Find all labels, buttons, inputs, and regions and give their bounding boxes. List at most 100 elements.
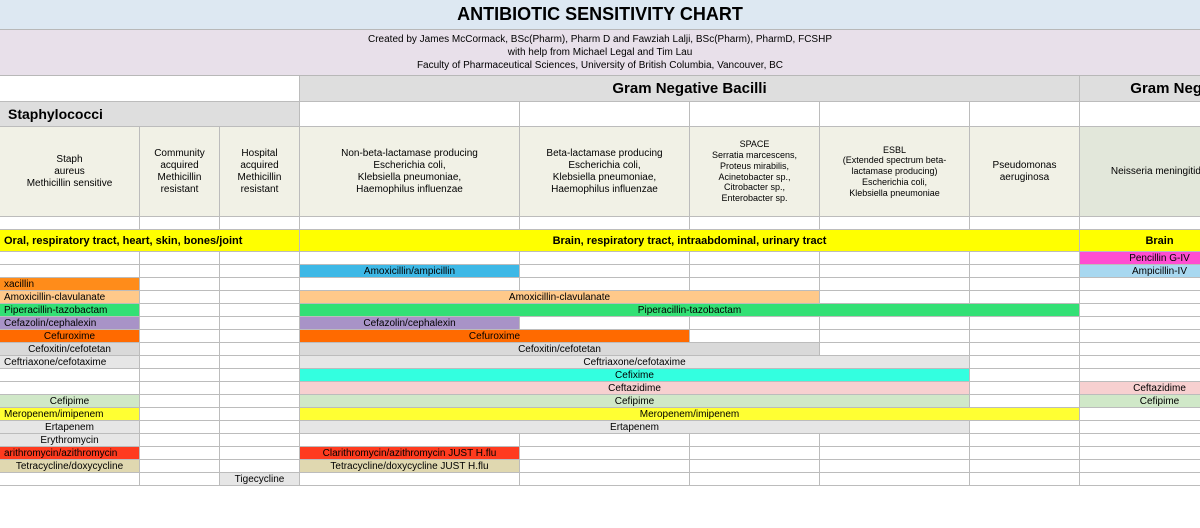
cell [220, 291, 300, 304]
cell [220, 330, 300, 343]
cell [970, 343, 1080, 356]
cell [690, 330, 820, 343]
spacer [300, 217, 520, 230]
cell [220, 343, 300, 356]
cell [1080, 291, 1200, 304]
chart-title: ANTIBIOTIC SENSITIVITY CHART [0, 0, 1200, 30]
colhdr-ca-mrsa: Community acquired Methicillin resistant [140, 127, 220, 217]
cell [1080, 408, 1200, 421]
cell [140, 343, 220, 356]
colhdr-pseudomonas: Pseudomonas aeruginosa [970, 127, 1080, 217]
cell-amox-amp: Amoxicillin/ampicillin [300, 265, 520, 278]
cell [140, 408, 220, 421]
group-header-staph: Staphylococci [0, 102, 300, 127]
cell [0, 252, 140, 265]
spacer [520, 102, 690, 127]
cell [820, 460, 970, 473]
row-cefoxitin: Cefoxitin/cefotetan [0, 343, 140, 356]
cell [220, 356, 300, 369]
cell [220, 408, 300, 421]
cell-tigecycline: Tigecycline [220, 473, 300, 486]
cell [1080, 343, 1200, 356]
cell [140, 395, 220, 408]
cell [970, 460, 1080, 473]
cell [300, 278, 520, 291]
cell [820, 434, 970, 447]
cell [140, 265, 220, 278]
cell [300, 434, 520, 447]
row-xacillin: xacillin [0, 278, 140, 291]
spacer [1080, 102, 1200, 127]
spacer [820, 217, 970, 230]
row-pip-tazo: Piperacillin-tazobactam [0, 304, 140, 317]
spacer [820, 102, 970, 127]
cell [820, 317, 970, 330]
cell [1080, 278, 1200, 291]
cell [220, 252, 300, 265]
row-clari-azith: arithromycin/azithromycin [0, 447, 140, 460]
cell [520, 473, 690, 486]
cell [690, 473, 820, 486]
spacer [690, 217, 820, 230]
cell [220, 369, 300, 382]
cell [140, 421, 220, 434]
row-ceftriax: Ceftriaxone/cefotaxime [0, 356, 140, 369]
cell [220, 395, 300, 408]
row-erythromycin: Erythromycin [0, 434, 140, 447]
cell [300, 473, 520, 486]
cell [220, 434, 300, 447]
cell [690, 317, 820, 330]
cell [970, 291, 1080, 304]
cell [820, 447, 970, 460]
cell-ceftazidime: Ceftazidime [300, 382, 970, 395]
cell [140, 369, 220, 382]
row-cefazolin: Cefazolin/cephalexin [0, 317, 140, 330]
cell [0, 369, 140, 382]
cell-pip-tazo-span: Piperacillin-tazobactam [300, 304, 1080, 317]
chart-grid: Gram Negative Bacilli Gram Negative Cocc… [0, 76, 1200, 486]
cell [1080, 434, 1200, 447]
cell [690, 265, 820, 278]
cell [140, 291, 220, 304]
colhdr-meningitidis: Neisseria meningitidis [1080, 127, 1200, 217]
cell [140, 460, 220, 473]
cell [970, 434, 1080, 447]
site-staph: Oral, respiratory tract, heart, skin, bo… [0, 230, 300, 252]
cell [820, 343, 970, 356]
cell [970, 252, 1080, 265]
colhdr-esbl: ESBL (Extended spectrum beta-lactamase p… [820, 127, 970, 217]
cell [970, 330, 1080, 343]
spacer [0, 76, 300, 102]
row-tetracycline: Tetracycline/doxycycline [0, 460, 140, 473]
cell-ampicillin-iv: Ampicillin-IV [1080, 265, 1200, 278]
cell [520, 447, 690, 460]
cell [520, 252, 690, 265]
cell [220, 447, 300, 460]
cell [970, 395, 1080, 408]
site-gnb: Brain, respiratory tract, intraabdominal… [300, 230, 1080, 252]
cell-ceftazidime-men: Ceftazidime [1080, 382, 1200, 395]
cell [0, 473, 140, 486]
cell [1080, 317, 1200, 330]
cell [690, 434, 820, 447]
cell [690, 447, 820, 460]
spacer [520, 217, 690, 230]
cell-cefoxitin: Cefoxitin/cefotetan [300, 343, 820, 356]
cell [690, 252, 820, 265]
spacer [690, 102, 820, 127]
colhdr-ha-mrsa: Hospital acquired Methicillin resistant [220, 127, 300, 217]
cell-ceftriax: Ceftriaxone/cefotaxime [300, 356, 970, 369]
cell [820, 473, 970, 486]
cell [520, 278, 690, 291]
group-header-gnb: Gram Negative Bacilli [300, 76, 1080, 102]
spacer [0, 217, 140, 230]
cell [970, 356, 1080, 369]
cell [300, 252, 520, 265]
cell [220, 460, 300, 473]
cell [140, 252, 220, 265]
cell [220, 382, 300, 395]
cell [220, 317, 300, 330]
cell [970, 473, 1080, 486]
cell [820, 330, 970, 343]
cell [820, 252, 970, 265]
